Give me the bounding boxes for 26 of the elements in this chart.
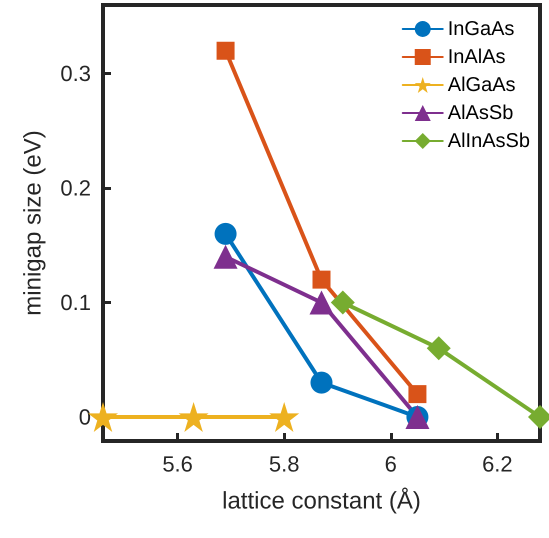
point [310,290,334,315]
x-axis-title: lattice constant (Å) [222,488,421,514]
y-tick-label: 0.3 [60,61,91,86]
x-tick-label: 6 [384,452,397,476]
y-axis-title: minigap size (eV) [20,130,46,316]
point [269,402,300,432]
y-tick-label: 0 [78,404,91,430]
point [216,42,235,60]
point [214,222,237,245]
x-tick-label: 5.6 [162,452,193,476]
point [426,336,451,360]
legend-label: AlGaAs [448,74,516,96]
y-tick-label: 0.2 [60,176,91,201]
point [310,372,332,394]
legend-label: InAlAs [448,46,506,68]
legend-label: AlInAsSb [448,130,530,152]
x-tick-label: 6.2 [482,452,513,476]
point [178,402,209,432]
x-tick-label: 5.8 [268,452,300,476]
point [214,244,238,269]
point [312,270,330,289]
legend-label: InGaAs [448,18,514,40]
point [408,385,426,404]
point [330,290,355,315]
y-tick-label: 0.1 [60,290,91,316]
legend-label: AlAsSb [448,102,514,124]
